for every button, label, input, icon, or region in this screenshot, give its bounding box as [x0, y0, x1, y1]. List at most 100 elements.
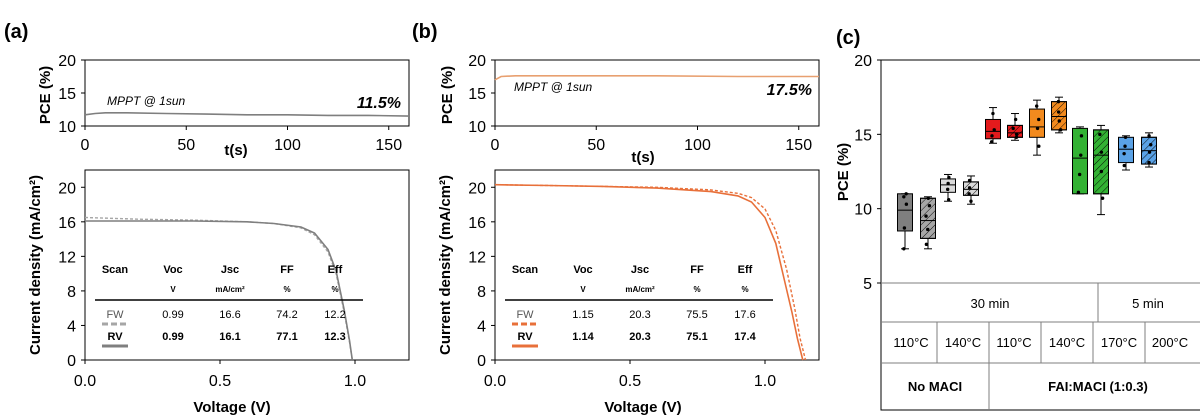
data-point — [1147, 134, 1150, 137]
x-tick-label: 0.0 — [484, 373, 506, 390]
data-point — [967, 192, 970, 195]
x-axis-label: Voltage (V) — [604, 399, 681, 416]
table-unit: mA/cm² — [625, 285, 655, 294]
table-cell: 75.1 — [686, 331, 707, 343]
table-unit: mA/cm² — [215, 285, 245, 294]
table-header: FF — [690, 264, 704, 276]
temperature-label: 200°C — [1152, 335, 1188, 350]
mppt-value-label: 17.5% — [767, 82, 812, 99]
x-tick-label: 1.0 — [344, 373, 366, 390]
y-tick-label: 15 — [468, 86, 486, 103]
y-axis-label: PCE (%) — [439, 66, 456, 124]
y-tick-label: 20 — [58, 53, 76, 70]
table-unit: V — [170, 285, 176, 294]
y-tick-label: 5 — [863, 276, 872, 293]
x-tick-label: 0 — [81, 137, 90, 154]
table-header: Voc — [163, 264, 182, 276]
data-point — [1122, 152, 1125, 155]
box-hatch — [1094, 130, 1109, 194]
x-tick-label: 0.5 — [209, 373, 231, 390]
table-cell: 0.99 — [162, 331, 183, 343]
data-point — [1037, 118, 1040, 121]
chart-b-mppt: 10 15 20 0 50 100 150 MPPT @ 1sun 17.5% PCE (%… — [439, 53, 819, 166]
x-tick-label: 100 — [274, 137, 301, 154]
y-tick-label: 16 — [58, 215, 76, 232]
data-point — [1059, 128, 1062, 131]
y-tick-label: 20 — [468, 180, 486, 197]
data-point — [1079, 153, 1082, 156]
time-label-5min: 5 min — [1132, 296, 1164, 311]
x-axis-label: Voltage (V) — [193, 399, 270, 416]
data-point — [1036, 127, 1039, 130]
table-cell: 20.3 — [629, 309, 650, 321]
x-tick-label: 50 — [177, 137, 195, 154]
table-cell: 12.2 — [324, 309, 345, 321]
data-point — [1124, 136, 1127, 139]
table-cell: 12.3 — [324, 331, 345, 343]
x-tick-label: 100 — [684, 137, 711, 154]
data-point — [924, 214, 927, 217]
x-tick-label: 0 — [491, 137, 500, 154]
x-tick-label: 1.0 — [754, 373, 776, 390]
table-cell: FW — [106, 309, 124, 321]
data-point — [1015, 133, 1018, 136]
table-header: Voc — [573, 264, 592, 276]
temperature-label: 170°C — [1101, 335, 1137, 350]
data-point — [990, 140, 993, 143]
table-cell: 1.14 — [572, 331, 594, 343]
x-axis-label: t(s) — [224, 142, 247, 159]
box-hatch — [921, 198, 936, 238]
data-point — [1098, 133, 1101, 136]
temperature-label: 110°C — [893, 335, 928, 350]
data-point — [1123, 145, 1126, 148]
data-point — [1123, 164, 1126, 167]
y-tick-label: 15 — [58, 86, 76, 103]
y-tick-label: 4 — [67, 318, 76, 335]
temperature-label: 110°C — [996, 335, 1031, 350]
data-point — [927, 197, 930, 200]
time-label-30min: 30 min — [970, 296, 1009, 311]
data-point — [946, 182, 949, 185]
x-tick-label: 50 — [587, 137, 605, 154]
data-point — [968, 186, 971, 189]
table-cell: RV — [517, 331, 533, 343]
y-tick-label: 0 — [67, 353, 76, 370]
chart-a-mppt: 10 15 20 0 50 100 150 MPPT @ 1sun 11.5% PCE (%… — [37, 53, 409, 159]
data-point — [1148, 150, 1151, 153]
table-cell: 17.4 — [734, 331, 756, 343]
table-cell: 16.1 — [219, 331, 240, 343]
box-body — [1073, 128, 1088, 193]
y-axis-label: PCE (%) — [37, 66, 54, 124]
data-point — [1149, 143, 1152, 146]
data-point — [947, 198, 950, 201]
table-cell: 16.6 — [219, 309, 240, 321]
table-cell: 75.5 — [686, 309, 707, 321]
table-unit: % — [331, 285, 338, 294]
table-cell: FW — [516, 309, 534, 321]
data-point — [904, 192, 907, 195]
chart-b-jv: 0481216200.0 0.5 1.0 Current density (mA/c… — [437, 170, 819, 416]
y-axis-label: Current density (mA/cm²) — [27, 175, 44, 355]
data-point — [1011, 127, 1014, 130]
table-cell: 74.2 — [276, 309, 297, 321]
chart-c-box: 5 10 15 20 30 min 5 min 110°C 140°C 110°C 140°C 1… — [835, 53, 1200, 410]
data-point — [1035, 104, 1038, 107]
y-tick-label: 16 — [468, 215, 486, 232]
table-header: Scan — [512, 264, 539, 276]
data-point — [925, 243, 928, 246]
data-point — [1057, 110, 1060, 113]
table-unit: V — [580, 285, 586, 294]
plot-frame — [85, 170, 409, 360]
y-axis-label: Current density (mA/cm²) — [437, 175, 454, 355]
box-hatch — [1008, 125, 1023, 137]
mppt-annotation: MPPT @ 1sun — [107, 94, 186, 108]
data-point — [1080, 134, 1083, 137]
table-cell: 77.1 — [276, 331, 297, 343]
group-label-no-maci: No MACI — [908, 379, 962, 394]
table-unit: % — [283, 285, 290, 294]
data-point — [1037, 145, 1040, 148]
table-cell: 20.3 — [629, 331, 650, 343]
data-point — [1014, 118, 1017, 121]
data-point — [903, 226, 906, 229]
